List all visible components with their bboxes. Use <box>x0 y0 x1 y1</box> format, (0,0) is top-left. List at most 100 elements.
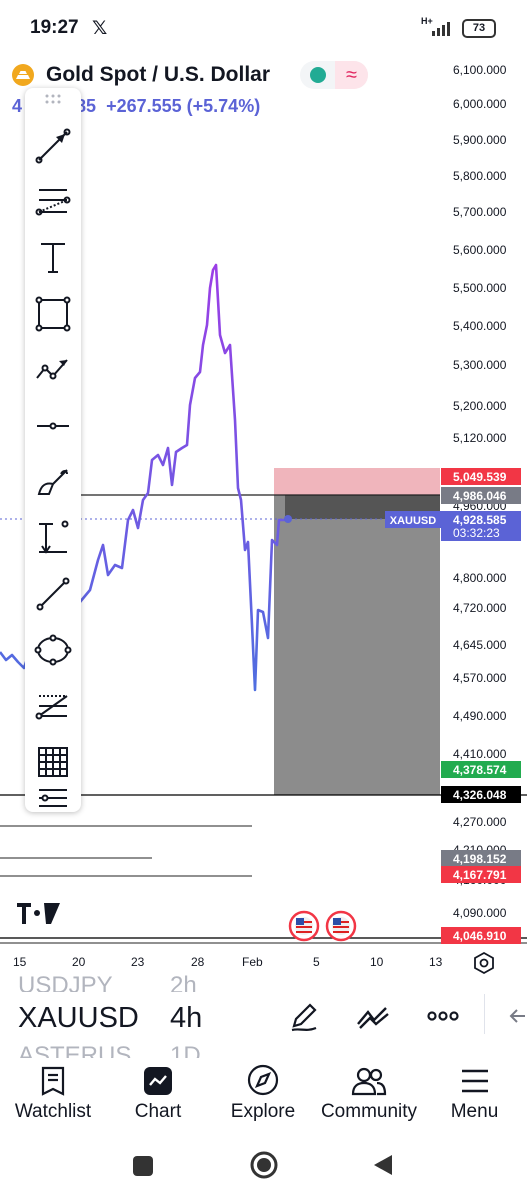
ellipse-tool-icon[interactable] <box>31 628 75 672</box>
price-tag-horizontal-line-value: 4,326.048 <box>453 788 507 802</box>
x-tick-5: 5 <box>313 955 320 969</box>
x-tick-10: 10 <box>370 955 384 969</box>
status-time: 19:27 <box>30 17 79 38</box>
y-axis-label: 4,570.000 <box>453 671 507 685</box>
price-chart[interactable]: 6,100.000 6,000.000 5,900.000 5,800.000 5,70… <box>0 56 527 946</box>
x-tick-20: 20 <box>72 955 86 969</box>
picker-selected-interval[interactable]: 4h <box>170 1002 203 1034</box>
nav-community-label: Community <box>320 1101 418 1122</box>
indicators-icon[interactable] <box>354 998 392 1034</box>
community-icon <box>351 1067 387 1096</box>
price-tag-stop-level-value: 5,049.539 <box>453 470 507 484</box>
back-button[interactable] <box>372 1153 394 1177</box>
y-axis-label: 4,720.000 <box>453 601 507 615</box>
gold-logo-icon <box>12 64 34 86</box>
watchlist-icon <box>41 1066 65 1096</box>
x-tick-13: 13 <box>429 955 443 969</box>
y-axis-label: 4,800.000 <box>453 571 507 585</box>
x-tick-23: 23 <box>131 955 145 969</box>
price-tag-entry-level-value: 4,986.046 <box>453 489 507 503</box>
picker-above-symbol[interactable]: USDJPY <box>18 972 113 992</box>
y-axis-label: 4,090.000 <box>453 906 507 920</box>
price-tag-current-price-value: 4,928.585 <box>453 513 507 527</box>
menu-lines-icon[interactable] <box>31 786 75 818</box>
nav-menu[interactable]: Menu <box>422 1058 527 1136</box>
draw-pen-icon[interactable] <box>286 998 322 1034</box>
price-change: +267.555 (+5.74%) <box>106 96 261 116</box>
signal-icon <box>432 22 450 36</box>
price-tag-target-level <box>441 761 521 778</box>
wave-icon[interactable]: ≈ <box>335 61 368 89</box>
y-axis-label: 4,410.000 <box>453 747 507 761</box>
symbol-picker[interactable]: USDJPY 2h XAUUSD 4h ASTERUS 1D <box>0 972 527 1058</box>
path-tool-icon[interactable] <box>31 348 75 392</box>
y-axis-label: 4,645.000 <box>453 638 507 652</box>
y-axis-label: 5,900.000 <box>453 133 507 147</box>
recents-button[interactable] <box>133 1156 153 1176</box>
trend-line-arrow-icon[interactable] <box>31 124 75 168</box>
menu-icon <box>462 1069 488 1093</box>
price-tag-current-price <box>441 511 521 541</box>
y-axis-label: 4,270.000 <box>453 815 507 829</box>
x-tick-28: 28 <box>191 955 205 969</box>
picker-selected-symbol[interactable]: XAUUSD <box>18 1002 139 1034</box>
y-axis-label: 5,800.000 <box>453 169 507 183</box>
pitchfan-icon[interactable] <box>31 684 75 728</box>
nav-watchlist-label: Watchlist <box>14 1101 92 1122</box>
nav-community[interactable]: Community <box>316 1058 422 1136</box>
fib-retracement-icon[interactable] <box>31 180 75 224</box>
battery-icon: 73 <box>462 19 496 38</box>
nav-chart[interactable]: Chart <box>106 1058 210 1136</box>
position-stop-zone <box>274 468 440 495</box>
picker-below-symbol[interactable]: ASTERUS <box>18 1042 132 1058</box>
line-tool-icon[interactable] <box>31 572 75 616</box>
drag-handle-icon[interactable] <box>31 88 75 114</box>
collapse-arrow-icon[interactable] <box>505 1004 525 1028</box>
current-price-dot <box>284 515 292 523</box>
anchored-price-icon[interactable] <box>31 516 75 560</box>
network-type: H+ <box>421 16 433 26</box>
price-tag-target-level-value: 4,378.574 <box>453 763 507 777</box>
symbol-tag-bg <box>385 511 441 528</box>
x-logo-icon: 𝕏 <box>92 18 108 39</box>
price-tag-level-gray-value: 4,198.152 <box>453 852 507 866</box>
more-dots-icon[interactable] <box>426 1004 460 1028</box>
brush-tool-icon[interactable] <box>31 460 75 504</box>
home-button[interactable] <box>249 1150 279 1180</box>
x-tick-feb: Feb <box>242 955 263 969</box>
system-nav-bar <box>0 1136 527 1200</box>
price-tag-level-gray <box>441 850 521 867</box>
market-open-dot-icon <box>310 67 326 83</box>
settings-hex-icon[interactable] <box>472 951 496 975</box>
nav-watchlist[interactable]: Watchlist <box>0 1058 106 1136</box>
symbol-title[interactable]: Gold Spot / U.S. Dollar <box>46 63 271 86</box>
y-axis: 6,100.000 6,000.000 5,900.000 5,800.000 5,70… <box>453 63 507 920</box>
y-axis-label: 4,490.000 <box>453 709 507 723</box>
picker-above-interval[interactable]: 2h <box>170 972 197 992</box>
drawing-toolbar <box>25 88 81 812</box>
y-axis-label: 6,100.000 <box>453 63 507 77</box>
price-tag-level-red <box>441 866 521 883</box>
price-start: 4 <box>12 96 23 116</box>
bottom-nav: Watchlist Chart Explore Community Menu <box>0 1058 527 1136</box>
y-axis-label: 5,400.000 <box>453 319 507 333</box>
y-axis-label: 5,600.000 <box>453 243 507 257</box>
y-axis-label: 6,000.000 <box>453 97 507 111</box>
grid-tool-icon[interactable] <box>31 740 75 784</box>
chart-icon <box>144 1067 172 1095</box>
nav-chart-label: Chart <box>134 1101 182 1122</box>
rectangle-tool-icon[interactable] <box>31 292 75 336</box>
nav-explore-label: Explore <box>230 1101 296 1122</box>
y-axis-label: 5,500.000 <box>453 281 507 295</box>
horizontal-ray-icon[interactable] <box>31 404 75 448</box>
y-axis-label: 5,120.000 <box>453 431 507 445</box>
tradingview-logo-icon <box>17 903 60 924</box>
picker-below-interval[interactable]: 1D <box>170 1042 201 1058</box>
text-tool-icon[interactable] <box>31 236 75 280</box>
price-tag-level-red-2 <box>441 927 521 944</box>
status-bar: 19:27 𝕏 H+ 73 <box>0 0 527 56</box>
nav-explore[interactable]: Explore <box>210 1058 316 1136</box>
us-event-flag-icon <box>288 910 320 942</box>
x-tick-15: 15 <box>13 955 27 969</box>
